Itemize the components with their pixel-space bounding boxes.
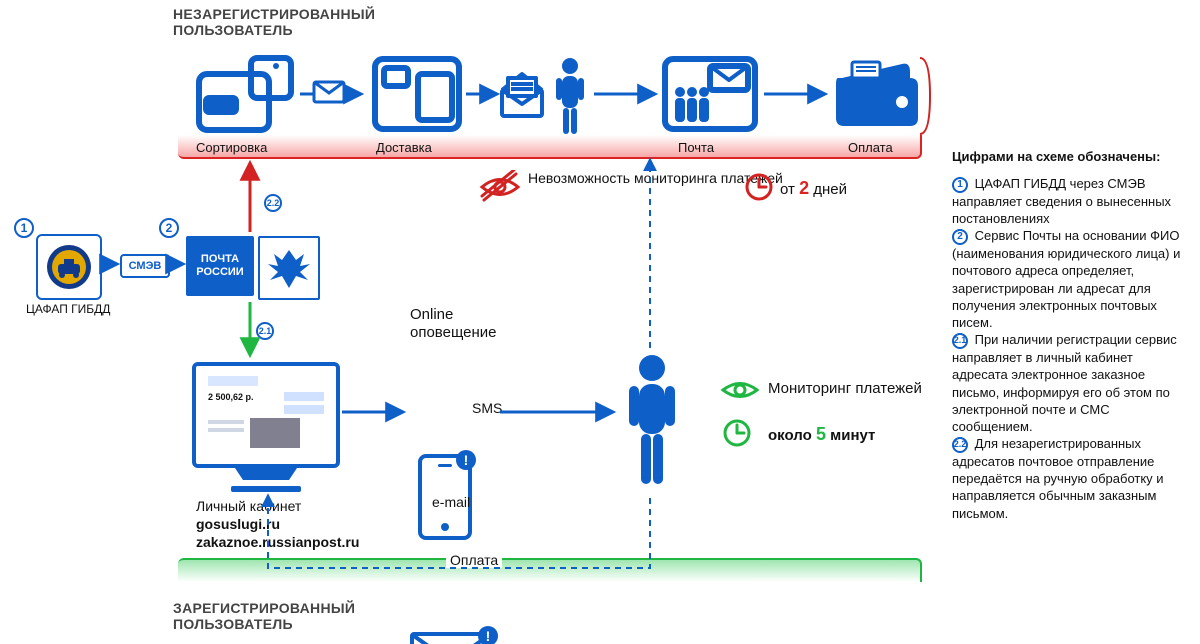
pochta-l2: РОССИИ — [196, 266, 243, 279]
pochta-l1: ПОЧТА — [201, 253, 239, 266]
delivery-box-icon — [372, 56, 462, 139]
gibdd-emblem-icon — [36, 234, 102, 300]
person-registered-icon — [622, 352, 682, 497]
gibdd-label: ЦАФАП ГИБДД — [26, 302, 110, 316]
header-unregistered: НЕЗАРЕГИСТРИРОВАННЫЙ ПОЛЬЗОВАТЕЛЬ — [173, 6, 375, 38]
monitor-price: 2 500,62 р. — [208, 392, 254, 402]
time-green: около 5 минут — [768, 424, 875, 445]
time-red-suffix: дней — [809, 181, 847, 198]
online-label: Online оповещение — [410, 306, 496, 342]
header-registered: ЗАРЕГИСТРИРОВАННЫЙ ПОЛЬЗОВАТЕЛЬ — [173, 600, 355, 632]
lk-url1: gosuslugi.ru — [196, 516, 280, 532]
cmev-box: СМЭВ — [120, 254, 170, 278]
clock-red-icon — [744, 172, 774, 207]
legend-item-1: 1 ЦАФАП ГИБДД через СМЭВ направляет свед… — [952, 175, 1184, 227]
online-l2: оповещение — [410, 324, 496, 342]
header-registered-l1: ЗАРЕГИСТРИРОВАННЫЙ — [173, 600, 355, 616]
crossed-eye-icon — [478, 170, 522, 209]
label-sort: Сортировка — [196, 140, 267, 155]
time-red: от 2 дней — [780, 178, 847, 199]
legend-item-22: 2.2 Для незарегистрированных адресатов п… — [952, 435, 1184, 522]
legend-panel: Цифрами на схеме обозначены: 1 ЦАФАП ГИБ… — [952, 148, 1184, 522]
double-eagle-icon — [258, 236, 320, 300]
legend-title: Цифрами на схеме обозначены: — [952, 148, 1184, 165]
time-red-value: 2 — [799, 178, 809, 198]
time-green-suffix: минут — [826, 427, 875, 444]
online-l1: Online — [410, 306, 496, 324]
header-unregistered-l1: НЕЗАРЕГИСТРИРОВАННЫЙ — [173, 6, 375, 22]
marker-21: 2.1 — [256, 322, 274, 340]
marker-2: 2 — [159, 218, 179, 238]
phone-alert-badge: ! — [456, 450, 476, 470]
sms-label: SMS — [472, 400, 502, 416]
email-label: e-mail — [432, 494, 470, 510]
open-envelope-person-icon — [500, 54, 590, 143]
sorting-machine-icon — [196, 54, 296, 139]
lk-url2: zakaznoe.russianpost.ru — [196, 534, 359, 550]
header-unregistered-l2: ПОЛЬЗОВАТЕЛЬ — [173, 22, 375, 38]
legend-item-2: 2 Сервис Почты на основании ФИО (наимено… — [952, 227, 1184, 331]
header-registered-l2: ПОЛЬЗОВАТЕЛЬ — [173, 616, 355, 632]
monitoring-text: Мониторинг платежей — [768, 380, 922, 397]
time-red-prefix: от — [780, 181, 799, 198]
email-alert-badge: ! — [478, 626, 498, 644]
label-pay: Оплата — [848, 140, 893, 155]
monitor-lk-icon: 2 500,62 р. — [192, 362, 340, 468]
time-green-value: 5 — [816, 424, 826, 444]
eye-green-icon — [720, 376, 760, 409]
registered-band — [178, 558, 922, 582]
lk-label: Личный кабинет — [196, 498, 301, 514]
label-deliv: Доставка — [376, 140, 432, 155]
pochta-rossii-logo: ПОЧТА РОССИИ — [186, 236, 254, 296]
clock-green-icon — [722, 418, 752, 453]
time-green-prefix: около — [768, 427, 816, 444]
payment-label: Оплата — [446, 552, 502, 568]
wallet-icon — [832, 58, 920, 137]
email-envelope-icon: @ ! — [410, 632, 492, 644]
legend-item-21: 2.1 При наличии регистрации сервис напра… — [952, 331, 1184, 435]
marker-1: 1 — [14, 218, 34, 238]
marker-22: 2.2 — [264, 194, 282, 212]
post-office-icon — [662, 56, 758, 139]
label-post: Почта — [678, 140, 714, 155]
